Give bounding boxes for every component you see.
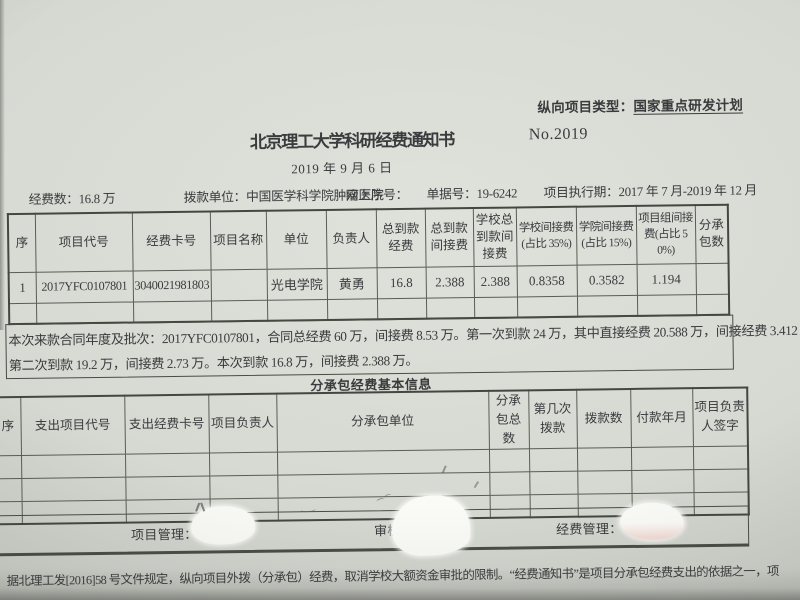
cell-unit: 光电学院 [266, 267, 327, 300]
funds-mgmt-label: 经费管理： [555, 521, 623, 537]
funding-table-header-row: 序 项目代号 经费卡号 项目名称 单位 负责人 总到款经费 总到款间接费 学校总… [7, 204, 729, 273]
column-header: 总到款经费 [375, 208, 426, 268]
column-header: 项目代号 [34, 212, 133, 272]
subcontract-table-header-row: 序 支出项目代号 支出经费卡号 项目负责人 分承包单位 分承包总数 第几次拨款 … [0, 387, 748, 456]
cell-school-indirect: 0.8358 [516, 264, 577, 297]
funds-amount: 经费数：16.8 万 [28, 191, 116, 207]
footer-regulation-text: 据北理工发[2016]58 号文件规定，纵向项目外拨（分承包）经费，取消学校大额… [6, 564, 779, 589]
column-header: 学院间接费(占比 15%) [575, 205, 637, 265]
cell-college-indirect: 0.3582 [576, 263, 637, 296]
execution-period: 项目执行期：2017 年 7 月-2019 年 12 月 [543, 183, 758, 201]
column-header: 拨款数 [576, 388, 631, 448]
column-header: 项目负责人签字 [692, 387, 748, 447]
column-header: 序 [7, 213, 36, 273]
whiteout-redaction-funds-mgmt [619, 502, 685, 541]
column-header: 支出项目代号 [20, 395, 125, 456]
column-header: 分承包总数 [488, 390, 529, 450]
document-date: 2019 年 9 月 6 日 [291, 160, 393, 177]
column-header: 付款年月 [630, 388, 693, 448]
document-number: No.2019 [528, 125, 589, 144]
cell-subcontract-count [695, 262, 729, 295]
whiteout-redaction-audit [391, 495, 471, 557]
column-header: 项目名称 [209, 210, 267, 270]
cell-total-indirect: 2.388 [425, 266, 474, 298]
column-header: 经费卡号 [131, 211, 211, 271]
project-type-label: 纵向项目类型： [537, 98, 634, 116]
cell-project-name [210, 268, 267, 301]
column-header: 第几次拨款 [528, 389, 577, 449]
info-row: 经费数：16.8 万 拨款单位：中国医学科学院肿瘤医院 网上序号： 单据号：19… [0, 0, 796, 207]
project-mgmt-label: 项目管理： [130, 526, 198, 543]
cell-funds-card-no: 3040021981803 [132, 269, 211, 302]
column-header: 项目负责人 [208, 393, 277, 453]
cell-group-indirect: 1.194 [636, 263, 696, 295]
receipt-no: 单据号：19-6242 [426, 186, 518, 202]
cell-total-funds: 16.8 [376, 266, 426, 299]
funding-table: 序 项目代号 经费卡号 项目名称 单位 负责人 总到款经费 总到款间接费 学校总… [6, 203, 731, 326]
project-type-line: 纵向项目类型：国家重点研发计划 [537, 93, 743, 116]
column-header: 学校间接费(占比 35%) [515, 206, 577, 266]
online-serial-no: 网上序号： [345, 187, 409, 203]
column-header: 学校总到款间接费 [472, 207, 517, 267]
column-header: 分承包数 [694, 204, 729, 264]
column-header: 负责人 [325, 209, 377, 268]
column-header: 分承包单位 [276, 390, 489, 452]
payment-note-box: 本次来款合同年度及批次：2017YFC0107801，合同总经费 60 万，间接… [5, 314, 800, 380]
column-header: 单位 [265, 209, 327, 269]
cell-seq: 1 [8, 271, 37, 304]
cell-school-total-indirect: 2.388 [473, 265, 517, 298]
cell-leader: 黄勇 [326, 267, 377, 299]
column-header: 总到款间接费 [424, 208, 474, 267]
column-header: 支出经费卡号 [124, 394, 209, 454]
page-title: 北京理工大学科研经费通知书 [249, 130, 455, 152]
cell-project-code: 2017YFC0107801 [35, 270, 133, 303]
column-header: 项目组间接费(占比 50%) [635, 205, 696, 264]
column-header: 序 [0, 396, 21, 456]
project-type-value: 国家重点研发计划 [633, 97, 744, 114]
